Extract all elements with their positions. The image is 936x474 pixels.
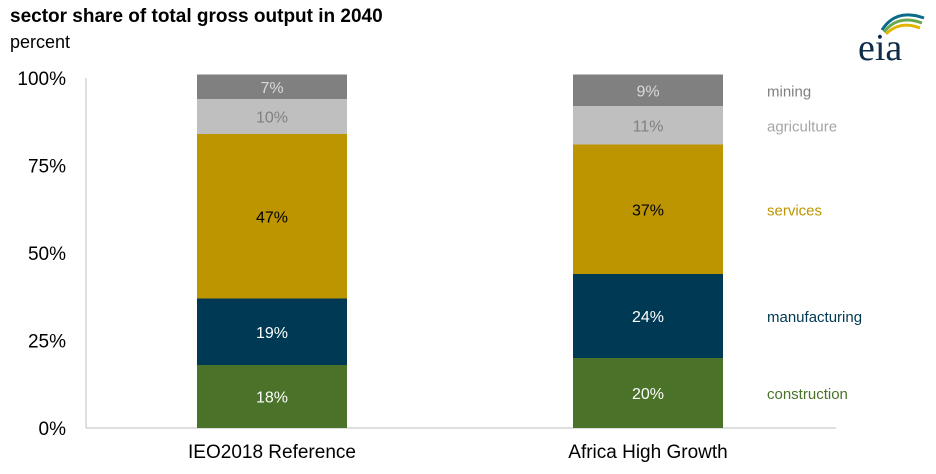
x-tick-label: Africa High Growth (568, 442, 727, 463)
legend-label-construction: construction (767, 386, 848, 403)
data-label-services: 37% (632, 202, 664, 219)
data-label-construction: 20% (632, 386, 664, 403)
chart-labels: 18% 19% 47% 10% 7% 20% 24% 37% 11% 9% (256, 80, 664, 407)
chart-legend: construction manufacturing services agricul… (767, 83, 862, 403)
data-label-manufacturing: 19% (256, 325, 288, 342)
bar-segment-services (573, 144, 723, 274)
bar-segment-agriculture (197, 99, 347, 134)
legend-label-manufacturing: manufacturing (767, 309, 862, 326)
bar-segment-mining (197, 74, 347, 99)
x-tick-label: IEO2018 Reference (188, 442, 356, 463)
data-label-mining: 7% (260, 80, 283, 97)
bar-segment-construction (573, 358, 723, 428)
logo-text: eia (858, 27, 902, 68)
legend-label-agriculture: agriculture (767, 118, 837, 135)
y-tick-label: 25% (28, 332, 66, 353)
y-tick-label: 0% (39, 419, 67, 440)
data-label-construction: 18% (256, 390, 288, 407)
bar-segment-manufacturing (573, 274, 723, 358)
y-tick-label: 50% (28, 244, 66, 265)
logo-arc-yellow (884, 23, 921, 36)
data-label-agriculture: 10% (256, 110, 288, 127)
chart-bars (197, 74, 723, 428)
bar-segment-manufacturing (197, 298, 347, 365)
data-label-manufacturing: 24% (632, 309, 664, 326)
chart-title: sector share of total gross output in 20… (10, 6, 383, 27)
data-label-mining: 9% (636, 83, 659, 100)
bar-segment-services (197, 134, 347, 299)
legend-label-services: services (767, 202, 822, 219)
chart-subtitle: percent (10, 32, 71, 52)
data-label-services: 47% (256, 209, 288, 226)
legend-label-mining: mining (767, 83, 811, 100)
y-tick-label: 75% (28, 157, 66, 178)
bar-segment-mining (573, 74, 723, 106)
bar-segment-agriculture (573, 106, 723, 145)
logo-arc-dark (880, 13, 925, 31)
y-tick-label: 100% (17, 69, 66, 90)
bar-segment-construction (197, 365, 347, 428)
logo-arc-green (882, 18, 923, 33)
data-label-agriculture: 11% (633, 118, 664, 135)
eia-logo: eia (858, 13, 925, 68)
